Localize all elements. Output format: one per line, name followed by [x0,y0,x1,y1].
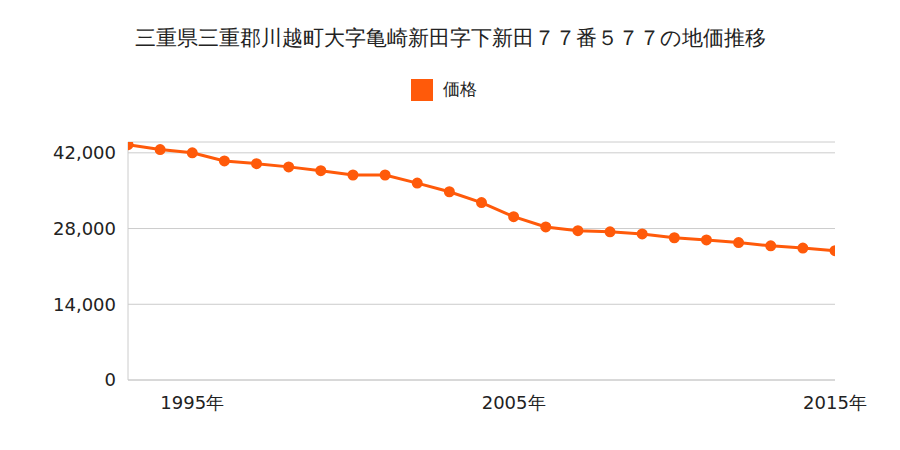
svg-text:0: 0 [105,369,116,390]
svg-text:2015年: 2015年 [803,392,867,413]
html-text:三重県三重郡川越町大字亀崎新田字下新田７７番５７７の地価推移: 三重県三重郡川越町大字亀崎新田字下新田７７番５７７の地価推移 [134,26,766,50]
svg-text:2005年: 2005年 [482,392,546,413]
svg-text:28,000: 28,000 [53,218,116,239]
html-text:価格: 価格 [443,79,477,99]
svg-text:14,000: 14,000 [53,294,116,315]
svg-text:1995年: 1995年 [160,392,224,413]
svg-text:42,000: 42,000 [53,142,116,163]
